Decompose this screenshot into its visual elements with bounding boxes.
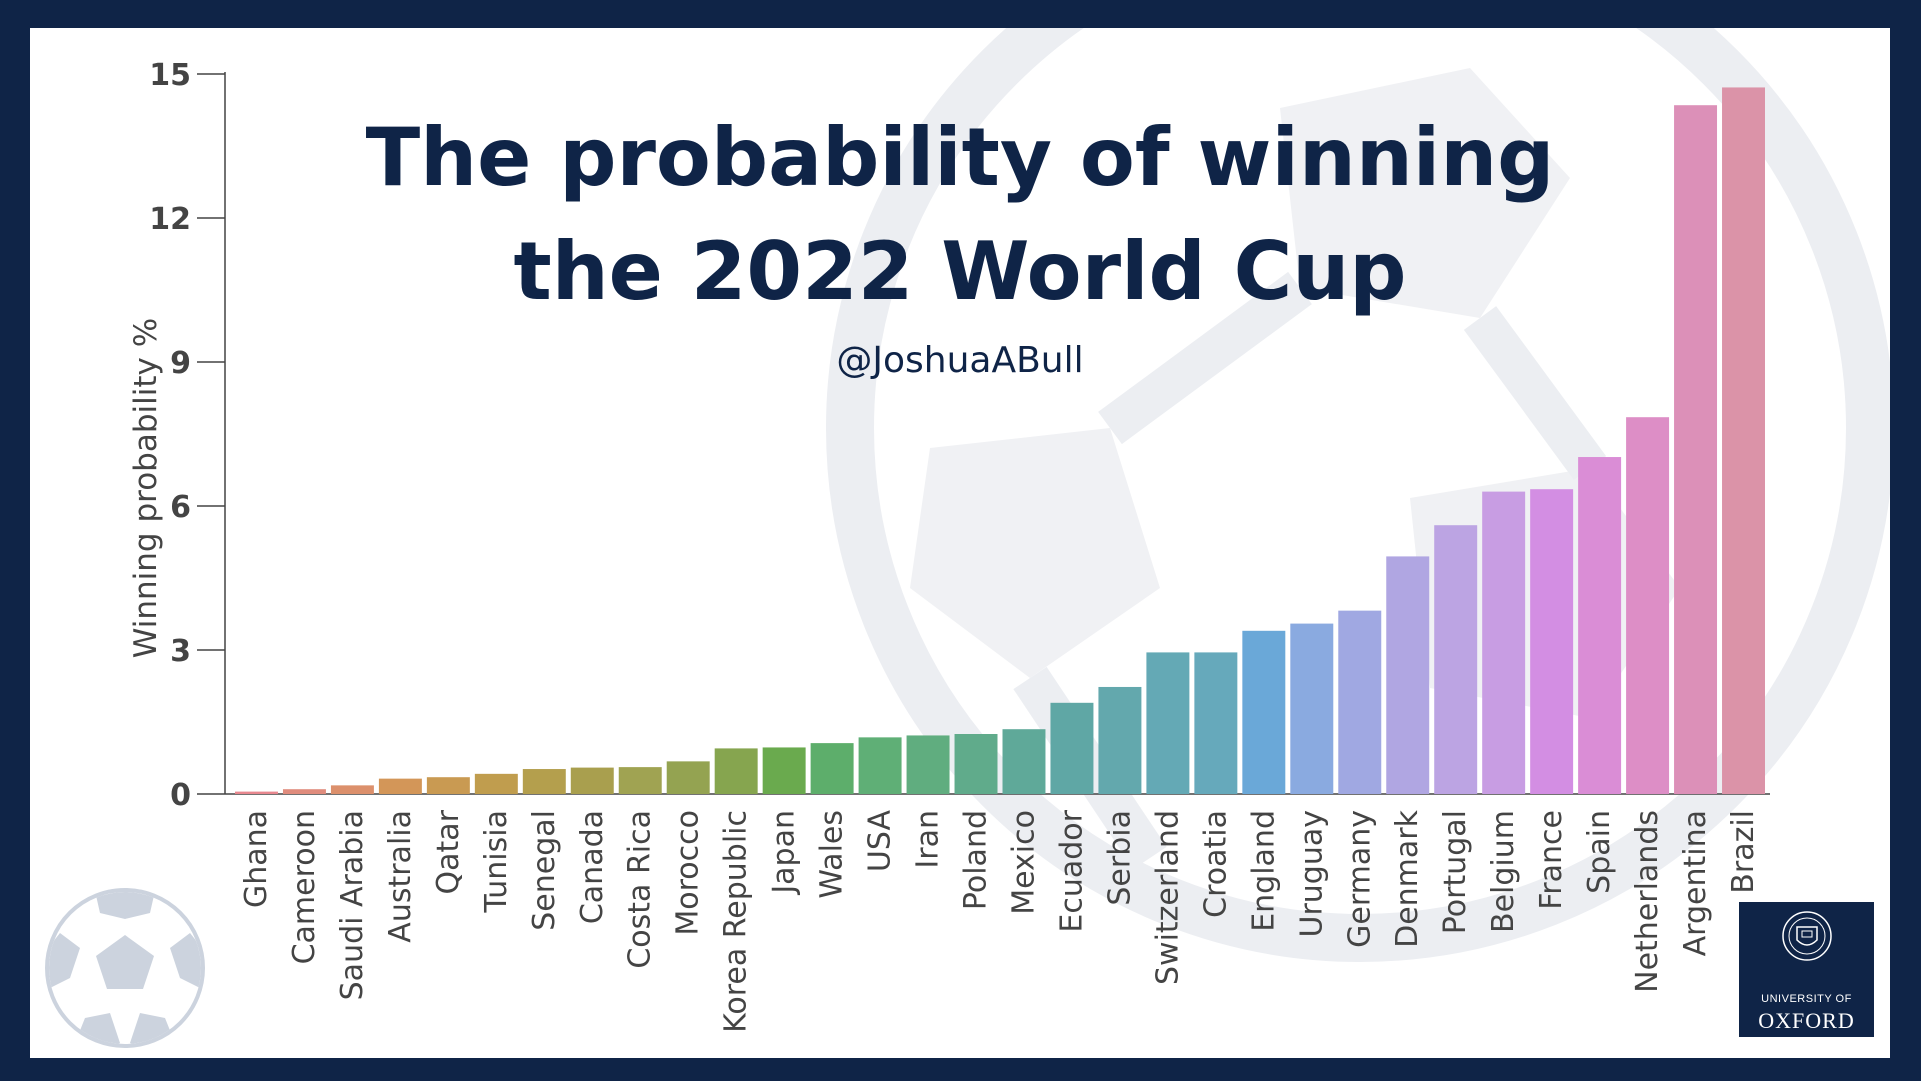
y-tick-label: 15 <box>149 58 191 93</box>
bar <box>1626 417 1670 794</box>
bar <box>810 743 854 794</box>
x-tick-label: Cameroon <box>287 810 322 964</box>
bar <box>666 761 710 794</box>
x-tick-label: England <box>1246 810 1281 932</box>
x-tick-label: Mexico <box>1006 810 1041 915</box>
bar <box>618 767 662 794</box>
bar <box>858 737 902 794</box>
bar <box>1434 525 1478 794</box>
bar <box>1290 623 1334 794</box>
chart-title-line-1: The probability of winning <box>365 111 1555 204</box>
x-tick-label: Croatia <box>1198 810 1233 918</box>
bar-chart: 0 3 6 9 12 15 Ghana Cameroon Saudi Arabia Austral… <box>149 58 1770 1033</box>
bar <box>1146 652 1190 794</box>
x-tick-label: Qatar <box>431 809 466 894</box>
x-tick-label: Poland <box>959 810 994 910</box>
x-tick-label: Morocco <box>671 810 706 936</box>
y-tick-label: 0 <box>170 778 191 813</box>
x-tick-label: Germany <box>1342 810 1377 948</box>
bar <box>762 747 806 794</box>
bar <box>1050 702 1094 794</box>
chart-title-line-2: the 2022 World Cup <box>513 225 1407 318</box>
x-tick-label: Portugal <box>1438 810 1473 934</box>
x-tick-label: Costa Rica <box>623 810 658 969</box>
bar <box>235 791 278 794</box>
bar <box>1242 630 1286 794</box>
x-tick-label: Korea Republic <box>719 810 754 1033</box>
bar <box>1338 610 1382 794</box>
x-tick-label: Tunisia <box>479 810 514 913</box>
x-tick-label: Denmark <box>1390 809 1425 948</box>
bar <box>426 777 470 794</box>
x-tick-label: Argentina <box>1678 810 1713 956</box>
bar <box>1482 491 1526 794</box>
bar <box>474 773 518 794</box>
x-tick-label: Senegal <box>527 810 562 931</box>
bar <box>522 769 566 794</box>
x-tick-label: Iran <box>911 810 946 869</box>
x-tick-label: Japan <box>767 810 802 896</box>
bar <box>1002 729 1046 794</box>
x-tick-label: Ecuador <box>1054 809 1089 932</box>
bar <box>330 785 374 794</box>
x-tick-label: USA <box>863 810 898 873</box>
bar <box>1194 652 1238 794</box>
x-tick-label: Australia <box>383 810 418 943</box>
bar <box>1530 489 1574 794</box>
bar <box>570 767 614 794</box>
x-tick-label: Belgium <box>1486 810 1521 933</box>
university-crest-icon <box>1782 911 1832 961</box>
x-tick-label: Uruguay <box>1294 810 1329 938</box>
bar <box>1722 87 1765 794</box>
x-tick-label: Netherlands <box>1630 810 1665 993</box>
x-tick-label: Ghana <box>239 810 274 908</box>
y-axis-label: Winning probability % <box>128 317 164 659</box>
y-tick-label: 9 <box>170 346 191 381</box>
bar <box>282 789 326 794</box>
bar <box>1098 686 1142 794</box>
y-tick-label: 12 <box>149 202 191 237</box>
x-tick-label: Canada <box>575 810 610 924</box>
logo-text-oxford: OXFORD <box>1758 1008 1855 1033</box>
bar <box>714 748 758 794</box>
x-tick-label: Saudi Arabia <box>335 810 370 1000</box>
author-handle: @JoshuaABull <box>836 340 1084 381</box>
bar <box>1386 556 1430 794</box>
x-tick-label: Wales <box>815 810 850 899</box>
y-tick-label: 3 <box>170 634 191 669</box>
bar <box>378 778 422 794</box>
x-tick-label: Spain <box>1582 810 1617 894</box>
bar <box>906 735 950 794</box>
y-tick-label: 6 <box>170 490 191 525</box>
x-tick-label: Switzerland <box>1150 810 1185 985</box>
bar <box>1674 105 1718 794</box>
bar <box>1578 457 1622 794</box>
football-icon <box>45 888 205 1048</box>
bar <box>954 734 998 794</box>
x-tick-label: France <box>1534 810 1569 910</box>
oxford-logo: UNIVERSITY OF OXFORD <box>1739 902 1874 1037</box>
x-tick-label: Brazil <box>1726 810 1761 894</box>
logo-text-university-of: UNIVERSITY OF <box>1761 993 1852 1005</box>
x-tick-label: Serbia <box>1102 810 1137 906</box>
chart-card: 0 3 6 9 12 15 Ghana Cameroon Saudi Arabia Austral… <box>30 28 1890 1058</box>
